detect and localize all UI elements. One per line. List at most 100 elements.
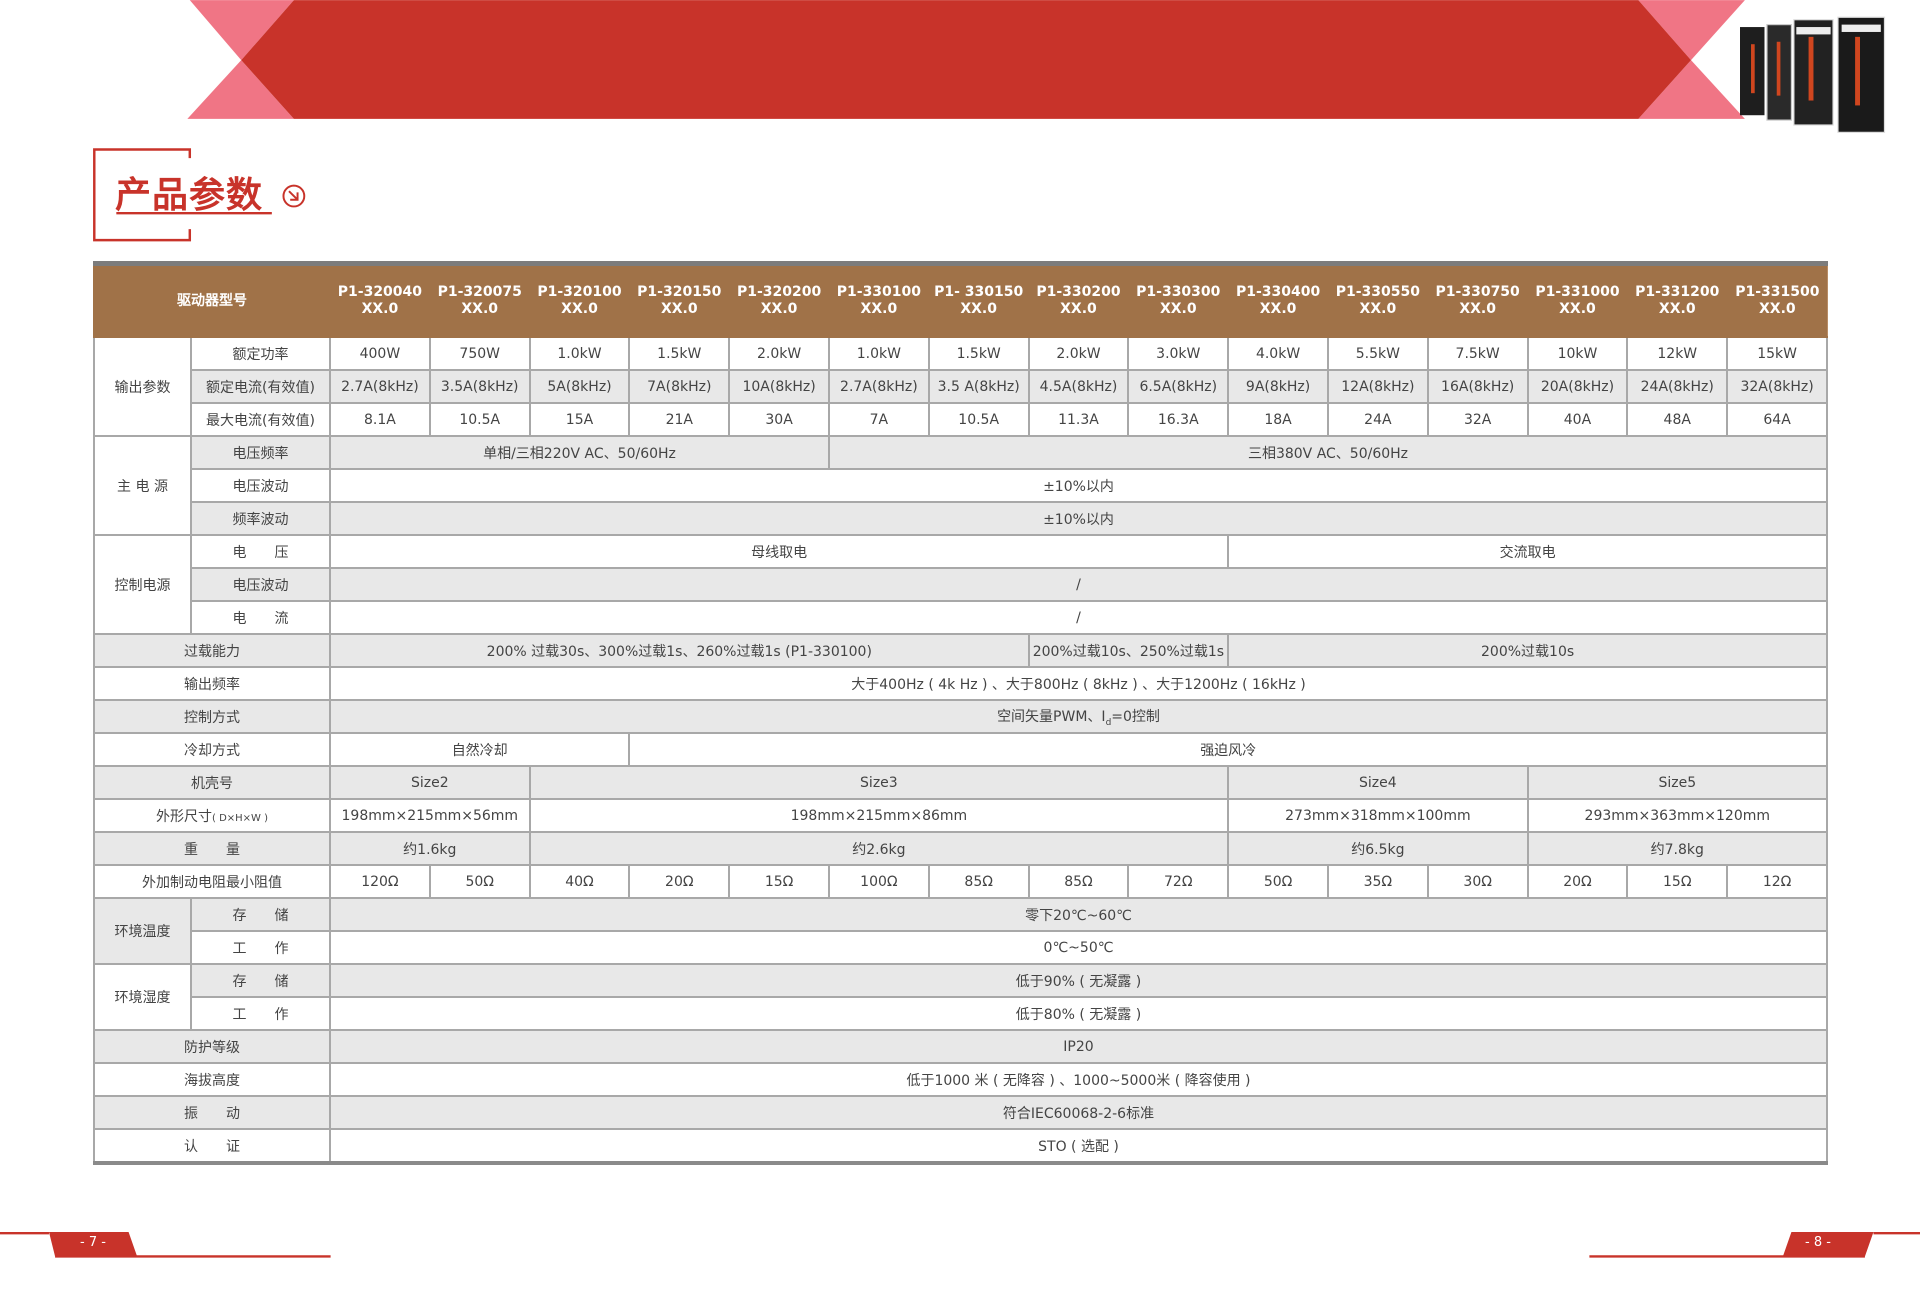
value-cell: 8.1A bbox=[329, 402, 431, 437]
cell: 0℃~50℃ bbox=[329, 930, 1828, 965]
value-cell: 1.0kW bbox=[827, 336, 930, 371]
row-label: 额定功率 bbox=[190, 336, 331, 371]
row-label: 存 储 bbox=[190, 897, 331, 932]
row-label: 外加制动电阻最小阻值 bbox=[93, 864, 331, 899]
value-cell: 10.5A bbox=[927, 402, 1030, 437]
row-label: 电 压 bbox=[190, 534, 331, 569]
row-label: 外形尺寸( D×H×W ) bbox=[93, 798, 331, 833]
value-cell: 18A bbox=[1227, 402, 1329, 437]
value-cell: 2.7A(8kHz) bbox=[827, 369, 930, 404]
page-number-right: - 8 - bbox=[1805, 1235, 1831, 1250]
value-cell: 15Ω bbox=[728, 864, 830, 899]
row-label: 电压波动 bbox=[190, 468, 331, 503]
cell: ±10%以内 bbox=[329, 468, 1828, 503]
model-header: P1-331500 XX.0 bbox=[1726, 262, 1828, 338]
row-protection: 防护等级 IP20 bbox=[93, 1029, 1828, 1064]
top-banner bbox=[187, 0, 1745, 119]
title-bracket bbox=[93, 148, 272, 242]
row-control-mode: 控制方式 空间矢量PWM、Id=0控制 bbox=[93, 699, 1828, 734]
row-label: 额定电流(有效值) bbox=[190, 369, 331, 404]
row-max-current: 最大电流(有效值) 8.1A 10.5A 15A 21A 30A 7A 10.5A 11.3A… bbox=[94, 402, 1828, 437]
model-header: P1-330100 XX.0 bbox=[827, 262, 930, 338]
row-certification: 认 证 STO ( 选配 ) bbox=[93, 1128, 1828, 1164]
header-label: 驱动器型号 bbox=[93, 262, 331, 338]
value-cell: 5A(8kHz) bbox=[528, 369, 631, 404]
model-header: P1-330300 XX.0 bbox=[1127, 262, 1229, 338]
row-label: 电压波动 bbox=[190, 567, 331, 602]
row-label: 频率波动 bbox=[190, 501, 331, 536]
page-title: 产品参数 bbox=[115, 175, 264, 216]
model-header: P1-330400 XX.0 bbox=[1227, 262, 1329, 338]
value-cell: 35Ω bbox=[1326, 864, 1429, 899]
model-header: P1-320200 XX.0 bbox=[728, 262, 830, 338]
value-cell: 400W bbox=[329, 336, 431, 371]
value-cell: 10.5A bbox=[428, 402, 531, 437]
value-cell: 21A bbox=[628, 402, 731, 437]
row-label: 海拔高度 bbox=[93, 1062, 331, 1097]
value-cell: 30A bbox=[728, 402, 830, 437]
row-label: 工 作 bbox=[190, 930, 331, 965]
row-humidity-storage: 环境湿度 存 储 低于90% ( 无凝露 ) bbox=[93, 963, 1828, 1031]
value-cell: 3.5 A(8kHz) bbox=[927, 369, 1030, 404]
cell: 低于1000 米 ( 无降容 ) 、1000~5000米 ( 降容使用 ) bbox=[329, 1062, 1828, 1097]
value-cell: 7.5kW bbox=[1426, 336, 1529, 371]
row-humidity-operation: 工 作 低于80% ( 无凝露 ) bbox=[94, 996, 1828, 1031]
row-label: 机壳号 bbox=[93, 765, 331, 800]
value-cell: 6.5A(8kHz) bbox=[1127, 369, 1230, 404]
cell: 200%过载10s、250%过载1s bbox=[1027, 633, 1230, 668]
model-header: P1-330200 XX.0 bbox=[1027, 262, 1129, 338]
row-label: 电压频率 bbox=[190, 435, 331, 470]
value-cell: 15Ω bbox=[1626, 864, 1729, 899]
value-cell: 12A(8kHz) bbox=[1326, 369, 1429, 404]
cell: 200%过载10s bbox=[1227, 633, 1828, 668]
value-cell: 40Ω bbox=[528, 864, 631, 899]
cell: 零下20℃~60℃ bbox=[329, 897, 1828, 932]
value-cell: 11.3A bbox=[1027, 402, 1130, 437]
row-brake-resistor: 外加制动电阻最小阻值 120Ω 50Ω 40Ω 20Ω 15Ω 100Ω 85Ω 85Ω 72Ω… bbox=[93, 864, 1828, 899]
cell: 198mm×215mm×56mm bbox=[329, 798, 531, 833]
cell: 约7.8kg bbox=[1526, 831, 1829, 866]
cell: Size5 bbox=[1526, 765, 1829, 800]
row-control-voltage: 控制电源 电 压 母线取电 交流取电 bbox=[93, 534, 1828, 635]
spec-table: 驱动器型号 P1-320040 XX.0 P1-320075 XX.0 P1-320… bbox=[93, 261, 1829, 1165]
value-cell: 1.5kW bbox=[927, 336, 1030, 371]
value-cell: 5.5kW bbox=[1326, 336, 1429, 371]
cell: ±10%以内 bbox=[329, 501, 1828, 536]
value-cell: 50Ω bbox=[428, 864, 531, 899]
row-rated-power: 输出参数 额定功率 400W 750W 1.0kW 1.5kW 2.0kW 1.0kW 1.… bbox=[93, 336, 1828, 437]
value-cell: 750W bbox=[428, 336, 531, 371]
cell: Size2 bbox=[329, 765, 531, 800]
value-cell: 100Ω bbox=[827, 864, 930, 899]
value-cell: 50Ω bbox=[1227, 864, 1329, 899]
row-temp-storage: 环境温度 存 储 零下20℃~60℃ bbox=[93, 897, 1828, 965]
value-cell: 10A(8kHz) bbox=[728, 369, 830, 404]
cell: 低于90% ( 无凝露 ) bbox=[329, 963, 1828, 998]
row-label: 过载能力 bbox=[93, 633, 331, 668]
cell: / bbox=[329, 600, 1828, 635]
row-label: 冷却方式 bbox=[93, 732, 331, 767]
value-cell: 40A bbox=[1526, 402, 1629, 437]
value-cell: 12kW bbox=[1626, 336, 1729, 371]
row-vibration: 振 动 符合IEC60068-2-6标准 bbox=[93, 1095, 1828, 1130]
value-cell: 20A(8kHz) bbox=[1526, 369, 1629, 404]
row-label: 防护等级 bbox=[93, 1029, 331, 1064]
value-cell: 85Ω bbox=[927, 864, 1030, 899]
row-freq-fluct: 频率波动 ±10%以内 bbox=[94, 501, 1828, 536]
page-number-left: - 7 - bbox=[80, 1235, 106, 1250]
group-main-power: 主 电 源 bbox=[93, 435, 192, 536]
circle-arrow-down-right-icon bbox=[282, 184, 306, 208]
group-control-power: 控制电源 bbox=[93, 534, 192, 635]
model-header: P1-320040 XX.0 bbox=[329, 262, 431, 338]
value-cell: 4.0kW bbox=[1227, 336, 1329, 371]
product-image bbox=[1740, 16, 1886, 133]
row-label: 存 储 bbox=[190, 963, 331, 998]
cell: 293mm×363mm×120mm bbox=[1526, 798, 1829, 833]
row-label: 振 动 bbox=[93, 1095, 331, 1130]
cell: 交流取电 bbox=[1227, 534, 1828, 569]
value-cell: 48A bbox=[1626, 402, 1729, 437]
row-overload: 过载能力 200% 过载30s、300%过载1s、260%过载1s (P1-33… bbox=[93, 633, 1828, 668]
value-cell: 1.0kW bbox=[528, 336, 631, 371]
cell: / bbox=[329, 567, 1828, 602]
value-cell: 7A(8kHz) bbox=[628, 369, 731, 404]
